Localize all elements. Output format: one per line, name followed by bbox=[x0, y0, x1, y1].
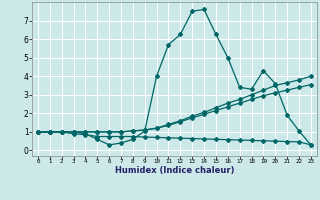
X-axis label: Humidex (Indice chaleur): Humidex (Indice chaleur) bbox=[115, 166, 234, 175]
